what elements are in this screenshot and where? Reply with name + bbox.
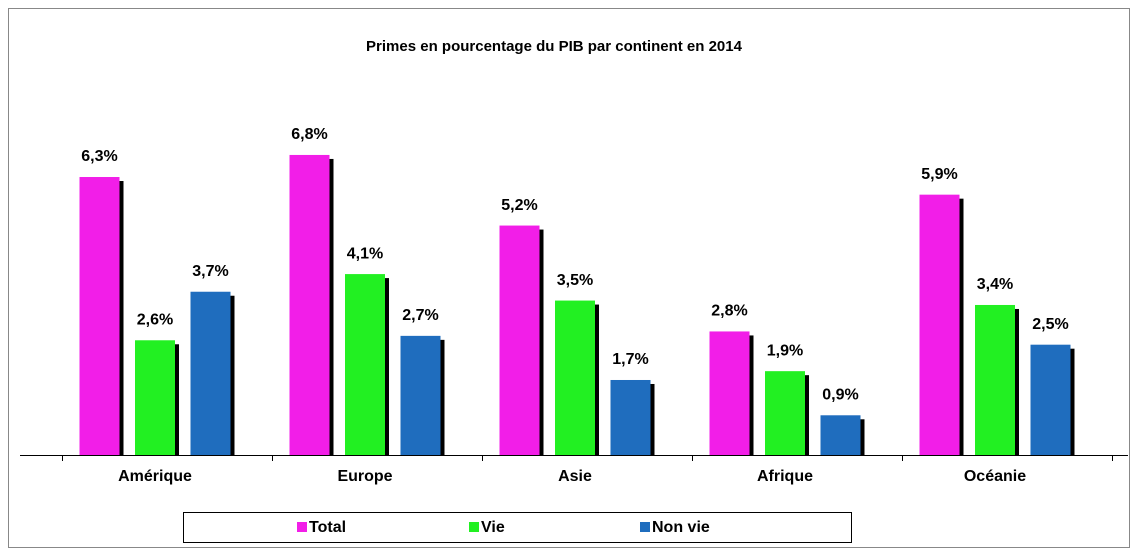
bar <box>610 379 651 455</box>
bar <box>190 291 231 455</box>
bar <box>499 225 540 455</box>
data-label: 5,9% <box>921 166 957 183</box>
data-label: 0,9% <box>822 387 858 404</box>
bar <box>79 177 120 455</box>
bar <box>975 304 1015 455</box>
data-label: 3,7% <box>192 263 228 280</box>
bar <box>289 154 330 455</box>
data-label: 6,8% <box>291 126 327 143</box>
x-tick-label: Afrique <box>757 468 813 485</box>
data-label: 3,5% <box>557 272 593 289</box>
x-tick-label: Europe <box>337 468 392 485</box>
x-tick-label: Amérique <box>118 468 192 485</box>
bar <box>765 371 805 455</box>
legend-swatch <box>297 522 307 532</box>
bar <box>1030 344 1071 455</box>
data-label: 6,3% <box>81 148 117 165</box>
legend-box <box>183 512 852 543</box>
legend-label: Non vie <box>652 519 710 536</box>
data-label: 2,6% <box>137 311 173 328</box>
data-label: 2,8% <box>711 303 747 320</box>
legend-swatch <box>469 522 479 532</box>
legend-label: Total <box>309 519 346 536</box>
bar <box>135 340 175 455</box>
bar <box>555 300 595 455</box>
bar <box>820 415 861 455</box>
data-label: 4,1% <box>347 245 383 262</box>
data-label: 3,4% <box>977 276 1013 293</box>
x-tick-label: Asie <box>558 468 592 485</box>
data-label: 2,5% <box>1032 316 1068 333</box>
bar <box>709 331 750 455</box>
data-label: 1,7% <box>612 351 648 368</box>
data-label: 2,7% <box>402 307 438 324</box>
bar <box>345 274 385 455</box>
chart-title: Primes en pourcentage du PIB par contine… <box>366 38 743 55</box>
legend-swatch <box>640 522 650 532</box>
legend-label: Vie <box>481 519 505 536</box>
bar <box>400 335 441 455</box>
bar <box>919 194 960 455</box>
x-tick-label: Océanie <box>964 468 1026 485</box>
data-label: 1,9% <box>767 342 803 359</box>
data-label: 5,2% <box>501 197 537 214</box>
